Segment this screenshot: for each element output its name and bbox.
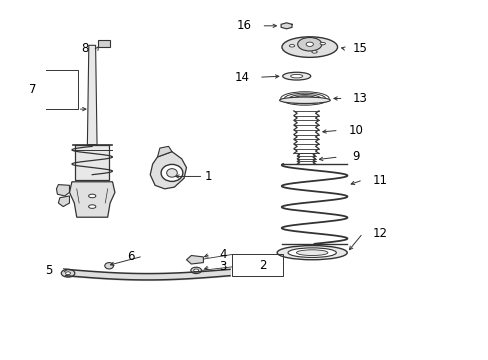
Text: 8: 8: [81, 42, 88, 55]
Ellipse shape: [88, 194, 96, 198]
Text: 5: 5: [45, 264, 52, 277]
Polygon shape: [157, 146, 172, 157]
Ellipse shape: [190, 267, 201, 274]
Text: 12: 12: [371, 227, 386, 240]
Polygon shape: [186, 256, 203, 264]
Text: 14: 14: [234, 71, 249, 84]
Ellipse shape: [279, 97, 329, 103]
Text: 1: 1: [204, 170, 212, 183]
Polygon shape: [281, 23, 291, 29]
Ellipse shape: [161, 165, 183, 181]
Text: 11: 11: [371, 174, 386, 186]
Polygon shape: [56, 185, 69, 196]
Ellipse shape: [305, 42, 313, 46]
Polygon shape: [87, 45, 97, 145]
Text: 16: 16: [237, 19, 251, 32]
Text: 2: 2: [258, 258, 266, 271]
Ellipse shape: [104, 262, 113, 269]
Ellipse shape: [296, 250, 327, 256]
Text: 13: 13: [352, 92, 367, 105]
Text: 3: 3: [219, 260, 226, 273]
Ellipse shape: [311, 51, 317, 53]
Ellipse shape: [297, 37, 321, 51]
Ellipse shape: [166, 168, 177, 177]
Ellipse shape: [65, 272, 70, 275]
Polygon shape: [75, 145, 109, 180]
Ellipse shape: [282, 37, 337, 57]
Polygon shape: [58, 196, 69, 207]
Text: 6: 6: [127, 250, 134, 263]
Ellipse shape: [289, 45, 294, 47]
Ellipse shape: [287, 248, 336, 257]
Text: 15: 15: [352, 42, 367, 55]
Ellipse shape: [61, 269, 75, 277]
Ellipse shape: [193, 269, 198, 272]
Ellipse shape: [290, 75, 302, 78]
Ellipse shape: [282, 72, 310, 80]
Text: 10: 10: [347, 124, 363, 137]
Ellipse shape: [277, 246, 346, 260]
Polygon shape: [150, 152, 186, 189]
Ellipse shape: [320, 42, 325, 45]
Polygon shape: [69, 182, 115, 217]
Text: 7: 7: [29, 83, 37, 96]
Ellipse shape: [88, 205, 96, 208]
Text: 9: 9: [351, 150, 359, 163]
Text: 4: 4: [219, 248, 226, 261]
Polygon shape: [98, 40, 110, 47]
